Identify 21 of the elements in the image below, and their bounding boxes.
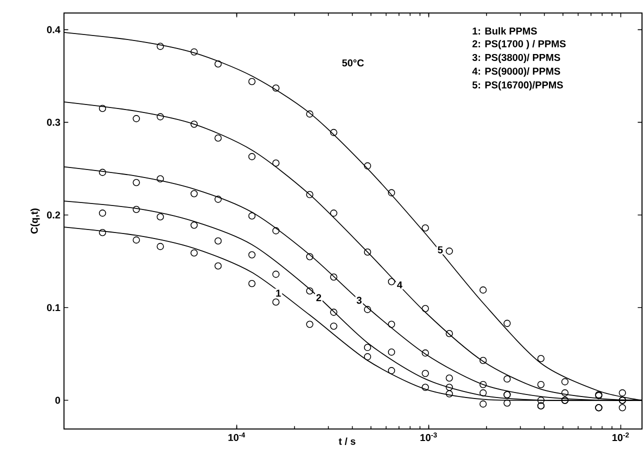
series-label: 1 — [276, 290, 281, 297]
x-tick-label: 10$^{-2}$ — [612, 432, 629, 442]
y-tick-label: 0 — [55, 396, 60, 404]
annotation: 2: PS(1700 ) / PPMS — [472, 40, 566, 50]
y-tick-label: 0.2 — [47, 211, 60, 218]
series-label: 4 — [397, 281, 402, 288]
x-tick-label: 10$^{-4}$ — [228, 432, 246, 442]
series-label: 3 — [356, 296, 362, 304]
annotation: 4: PS(9000)/ PPMS — [472, 67, 560, 77]
annotation: 3: PS(3800)/ PPMS — [472, 54, 560, 63]
annotation: 50°C — [342, 59, 364, 66]
y-tick-label: 0.3 — [47, 118, 60, 126]
y-tick-label: 0.4 — [47, 26, 60, 34]
annotation: 1: Bulk PPMS — [472, 27, 537, 35]
x-axis-title: t / s — [338, 438, 356, 445]
y-tick-label: 0.1 — [47, 304, 60, 312]
y-axis-title: C(q,t) — [30, 208, 40, 234]
series-label: 2 — [316, 294, 322, 302]
series-label: 5 — [438, 246, 443, 254]
x-tick-label: 10$^{-3}$ — [420, 432, 437, 442]
annotation: 5: PS(16700)/PPMS — [472, 81, 563, 90]
